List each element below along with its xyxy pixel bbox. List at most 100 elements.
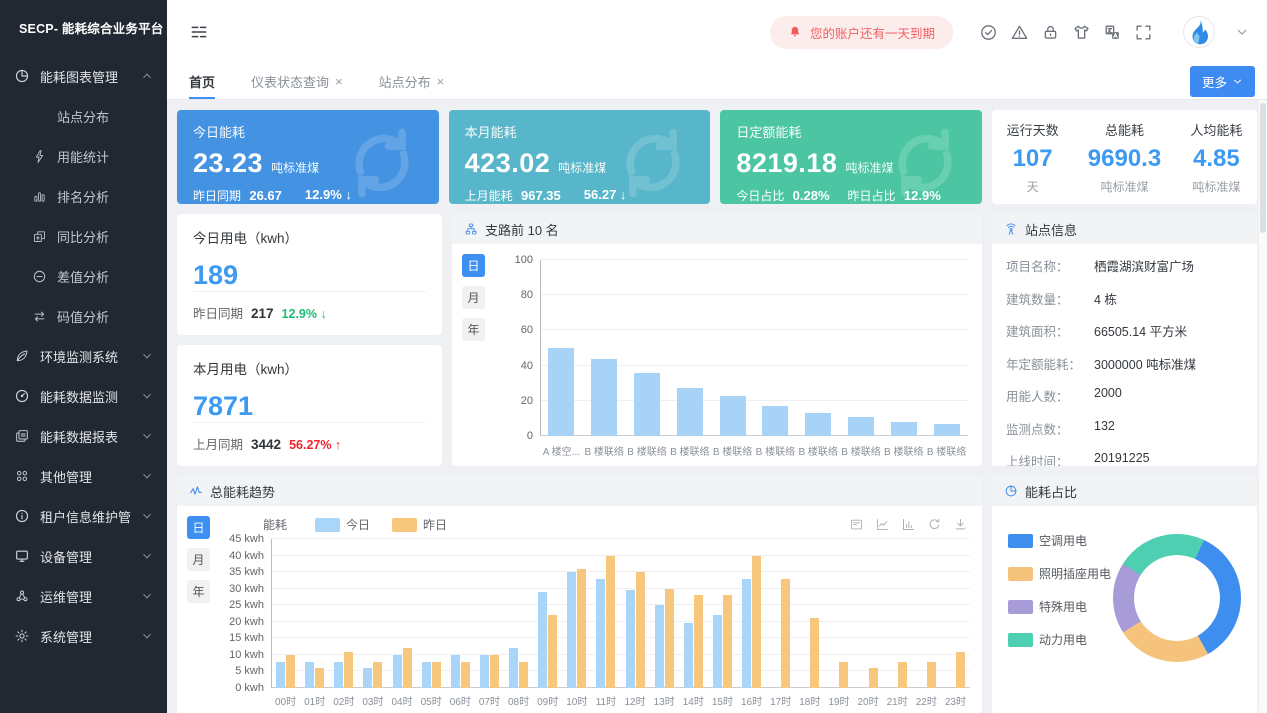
bar-group <box>888 539 907 688</box>
tab-2[interactable]: 站点分布 × <box>379 64 445 99</box>
trend-panel-title: 总能耗趋势 <box>210 484 276 500</box>
site-info-label: 用能人数： <box>1006 390 1069 404</box>
donut-legend-item-空调用电[interactable]: 空调用电 <box>1008 532 1111 549</box>
toggle-年[interactable]: 年 <box>187 580 210 603</box>
sidebar-toggle-icon[interactable] <box>189 22 209 42</box>
toggle-日[interactable]: 日 <box>462 254 485 277</box>
bar-昨日 <box>781 578 791 688</box>
sidebar-item-7[interactable]: 运维管理 <box>0 576 167 616</box>
gridline: 0 <box>527 430 968 442</box>
kpi-sub: 昨日同期 26.67 <box>193 188 282 203</box>
account-expiry-notice[interactable]: 您的账户还有一天到期 <box>769 15 953 49</box>
gridline: 5 kwh <box>235 665 970 677</box>
line-chart-icon[interactable] <box>875 517 890 532</box>
data-view-icon[interactable] <box>849 517 864 532</box>
gridline: 80 <box>521 289 968 301</box>
donut-legend-item-动力用电[interactable]: 动力用电 <box>1008 631 1111 648</box>
bar-今日 <box>567 572 577 688</box>
translate-icon[interactable] <box>1103 23 1122 42</box>
bar-group <box>917 539 936 688</box>
site-info-label: 监测点数： <box>1006 422 1069 437</box>
usage-cards-column: 今日用电（kwh） 189 昨日同期 217 12.9% ↓ 本月用电（kwh） 7871 上… <box>177 214 442 466</box>
tab-0[interactable]: 首页 <box>189 64 216 99</box>
tab-close-icon[interactable]: × <box>335 74 343 89</box>
x-tick-label: 23时 <box>944 697 966 708</box>
trend-panel: 总能耗趋势 日月年 能耗 今日 昨日 0 kwh 5 kwh 10 kwh 15 kwh… <box>177 476 982 713</box>
kpi-value: 423.02 <box>464 148 551 178</box>
bar-今日 <box>538 591 548 688</box>
bar-group <box>421 539 441 688</box>
sidebar-subitem-0-0[interactable]: 站点分布 <box>0 96 167 136</box>
bar-昨日 <box>664 588 674 688</box>
bar-昨日 <box>810 618 820 688</box>
y-tick-label: 30 kwh <box>229 582 264 595</box>
sidebar-item-6[interactable]: 设备管理 <box>0 536 167 576</box>
x-tick-label: 09时 <box>537 697 559 708</box>
sidebar-item-8[interactable]: 系统管理 <box>0 616 167 656</box>
sidebar-subitem-0-1[interactable]: 用能统计 <box>0 136 167 176</box>
toggle-月[interactable]: 月 <box>462 286 485 309</box>
sidebar-subitem-0-3[interactable]: 同比分析 <box>0 216 167 256</box>
legend-swatch <box>1008 533 1033 548</box>
x-tick-label: 18时 <box>799 697 821 708</box>
legend-item-昨日[interactable]: 昨日 <box>392 516 447 533</box>
tab-close-icon[interactable]: × <box>436 74 445 89</box>
toggle-年[interactable]: 年 <box>462 318 485 341</box>
tab-label: 首页 <box>189 75 216 90</box>
x-tick-label: B 楼联络 <box>841 447 881 458</box>
sidebar-item-3[interactable]: 能耗数据报表 <box>0 416 167 456</box>
avatar[interactable] <box>1183 16 1215 48</box>
sidebar-subitem-0-5[interactable]: 码值分析 <box>0 296 167 336</box>
sidebar-item-2[interactable]: 能耗数据监测 <box>0 376 167 416</box>
toggle-日[interactable]: 日 <box>187 516 210 539</box>
usage-card-0: 今日用电（kwh） 189 昨日同期 217 12.9% ↓ <box>177 214 442 335</box>
site-info-value: 栖霞湖滨财富广场 <box>1094 260 1195 274</box>
sidebar-item-4[interactable]: 其他管理 <box>0 456 167 496</box>
gridline: 20 kwh <box>229 616 970 628</box>
refresh-icon[interactable] <box>927 517 942 532</box>
toggle-月[interactable]: 月 <box>187 548 210 571</box>
sidebar-subitem-0-2[interactable]: 排名分析 <box>0 176 167 216</box>
tab-label: 站点分布 <box>378 75 431 90</box>
bar-chart-icon[interactable] <box>901 517 916 532</box>
download-icon[interactable] <box>953 517 968 532</box>
sidebar: SECP- 能耗综合业务平台 能耗图表管理 站点分布 用能统计 排名分析 同比分析 差值分… <box>0 0 167 713</box>
bar-昨日 <box>693 595 703 688</box>
fullscreen-icon[interactable] <box>1134 23 1153 42</box>
legend-label: 空调用电 <box>1039 534 1088 548</box>
bar-group <box>334 539 354 688</box>
sidebar-nav: 能耗图表管理 站点分布 用能统计 排名分析同比分析差值分析 码值分析 环境监测系统 能耗数据… <box>0 56 167 656</box>
bar-今日 <box>479 654 489 688</box>
legend-item-今日[interactable]: 今日 <box>315 516 370 533</box>
site-info-label: 建筑数量： <box>1006 292 1069 307</box>
lock-icon[interactable] <box>1041 23 1060 42</box>
sidebar-item-0[interactable]: 能耗图表管理 <box>0 56 167 96</box>
more-button[interactable]: 更多 <box>1189 66 1255 97</box>
x-tick-label: 17时 <box>770 697 792 708</box>
donut-legend-item-照明插座用电[interactable]: 照明插座用电 <box>1008 565 1111 582</box>
tab-1[interactable]: 仪表状态查询 × <box>251 64 343 99</box>
sidebar-item-1[interactable]: 环境监测系统 <box>0 336 167 376</box>
y-tick-label: 60 <box>520 324 533 337</box>
bolt-icon <box>32 149 47 164</box>
y-tick-label: 5 kwh <box>235 665 264 678</box>
gridline: 20 <box>521 395 968 407</box>
sidebar-subitem-0-4[interactable]: 差值分析 <box>0 256 167 296</box>
bar-今日 <box>625 590 635 688</box>
warning-icon[interactable] <box>1010 23 1029 42</box>
chevron-up-icon <box>141 70 153 82</box>
theme-check-icon[interactable] <box>979 23 998 42</box>
sidebar-item-5[interactable]: 租户信息维护管理 <box>0 496 167 536</box>
x-axis-labels: A 楼空... B 楼联络 B 楼联络 B 楼联络 B 楼联络 B 楼联络 B 楼联络 B 楼… <box>540 443 968 458</box>
x-tick-label: B 楼联络 <box>755 447 796 458</box>
donut-legend-item-特殊用电[interactable]: 特殊用电 <box>1008 598 1111 615</box>
tshirt-icon[interactable] <box>1072 23 1091 42</box>
sidebar-subitem-label: 同比分析 <box>57 229 110 245</box>
user-menu-chevron-down-icon[interactable] <box>1235 25 1249 39</box>
delta-value: 12.9% ↓ <box>281 307 327 321</box>
recycle-watermark-icon <box>339 120 425 204</box>
legend-swatch <box>1008 566 1033 581</box>
vertical-scrollbar[interactable] <box>1259 100 1267 713</box>
scrollbar-thumb[interactable] <box>1260 103 1266 233</box>
kpi-sub: 上月能耗 967.35 <box>464 188 561 203</box>
